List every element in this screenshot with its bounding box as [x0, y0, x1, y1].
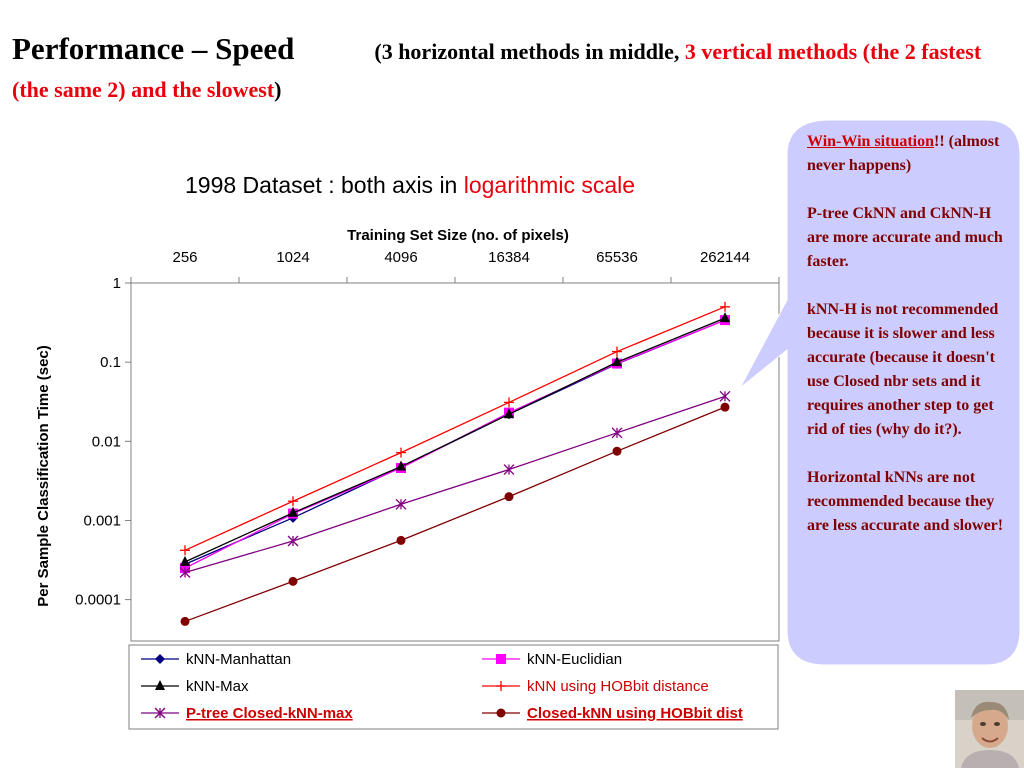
x-tick-label: 4096 — [384, 249, 417, 266]
series-layer — [179, 301, 731, 626]
data-point — [720, 402, 730, 412]
data-point — [720, 301, 730, 312]
plot-area — [130, 282, 780, 642]
data-point — [396, 447, 406, 458]
legend-item: kNN-Max — [141, 678, 249, 695]
x-axis: 256 1024 4096 16384 65536 262144 — [130, 249, 780, 283]
title-main: Performance – Speed — [12, 31, 295, 66]
legend-swatch-marker — [154, 707, 166, 719]
callout-win-win: Win-Win situation — [807, 133, 935, 150]
data-point — [288, 506, 298, 517]
data-point — [180, 555, 190, 566]
x-tick-label: 256 — [172, 249, 197, 266]
legend-item: kNN-Euclidian — [482, 651, 622, 668]
slide-title: Performance – Speed (3 horizontal methods… — [12, 30, 1012, 109]
y-tick-label: 0.0001 — [75, 592, 121, 609]
y-axis-title: Per Sample Classification Time (sec) — [35, 345, 52, 607]
series-knn-using-hobbit-distance — [180, 301, 730, 556]
legend-swatch-marker — [496, 654, 506, 664]
title-sub-open: (3 horizontal methods in middle, — [374, 39, 685, 64]
data-point — [612, 346, 622, 357]
data-point — [180, 616, 190, 626]
series-line — [184, 306, 726, 551]
data-point — [720, 312, 730, 323]
data-point — [504, 397, 514, 408]
data-point — [287, 535, 299, 547]
y-tick-label: 0.1 — [100, 354, 121, 371]
x-tick-label: 65536 — [596, 249, 638, 266]
y-tick-label: 1 — [113, 275, 121, 292]
x-tick-label: 16384 — [488, 249, 530, 266]
data-point — [504, 408, 514, 419]
series-line — [184, 406, 726, 623]
title-sub-red: 3 vertical methods (the 2 fastest (the s… — [12, 39, 982, 102]
legend: kNN-Manhattan kNN-Euclidian kNN-Max kNN usi… — [141, 651, 743, 722]
y-tick-label: 0.001 — [83, 512, 121, 529]
legend-swatch-marker — [155, 654, 165, 664]
data-point — [288, 576, 298, 586]
legend-label: kNN-Max — [186, 678, 249, 695]
data-point — [503, 464, 515, 475]
data-point — [719, 390, 731, 402]
callout-para-2: kNN-H is not recommended because it is s… — [807, 301, 999, 438]
x-tick-label: 1024 — [276, 249, 309, 266]
series-line — [184, 395, 726, 574]
series-p-tree-closed-knn-max — [179, 390, 731, 578]
data-point — [180, 545, 190, 556]
legend-box — [128, 644, 779, 730]
callout-shape — [739, 119, 1021, 666]
legend-label: kNN using HOBbit distance — [527, 678, 709, 695]
data-point — [611, 427, 623, 439]
chart-title-prefix: 1998 Dataset : both axis in — [185, 172, 464, 198]
y-axis: 1 0.1 0.01 0.001 0.0001 — [75, 275, 131, 609]
x-tick-label: 262144 — [700, 249, 750, 266]
legend-item: kNN using HOBbit distance — [482, 678, 709, 695]
title-sub-close: ) — [274, 77, 282, 102]
data-point — [288, 496, 298, 507]
legend-label: Closed-kNN using HOBbit dist — [527, 705, 743, 722]
legend-item: kNN-Manhattan — [141, 651, 291, 668]
chart-title: 1998 Dataset : both axis in logarithmic … — [185, 172, 635, 199]
data-point — [179, 567, 191, 578]
series-line — [184, 317, 726, 563]
legend-swatch-marker — [496, 681, 506, 691]
callout-win-win-tail: !! (almost never happens) — [807, 133, 1000, 174]
callout-para-1: P-tree CkNN and CkNN-H are more accurate… — [807, 205, 1003, 270]
callout-para-3: Horizontal kNNs are not recommended beca… — [807, 469, 1004, 534]
legend-swatch-marker — [155, 680, 165, 690]
chart-title-highlight: logarithmic scale — [463, 172, 636, 198]
callout-text: Win-Win situation!! (almost never happen… — [807, 130, 1007, 562]
y-tick-label: 0.01 — [92, 433, 121, 450]
legend-item: Closed-kNN using HOBbit dist — [482, 705, 743, 722]
series-knn-max — [180, 312, 730, 566]
presenter-photo — [955, 690, 1024, 768]
callout-bubble — [739, 119, 1021, 666]
legend-item: P-tree Closed-kNN-max — [141, 705, 353, 722]
data-point — [395, 498, 407, 510]
series-closed-knn-using-hobbit-dist — [180, 402, 730, 626]
data-point — [612, 446, 622, 456]
data-point — [612, 356, 622, 367]
data-point — [396, 535, 406, 545]
legend-label: kNN-Manhattan — [186, 651, 291, 668]
data-point — [396, 460, 406, 471]
x-axis-title: Training Set Size (no. of pixels) — [347, 227, 569, 244]
legend-label: P-tree Closed-kNN-max — [186, 705, 353, 722]
legend-label: kNN-Euclidian — [527, 651, 622, 668]
data-point — [504, 492, 514, 502]
legend-swatch-marker — [496, 708, 506, 718]
